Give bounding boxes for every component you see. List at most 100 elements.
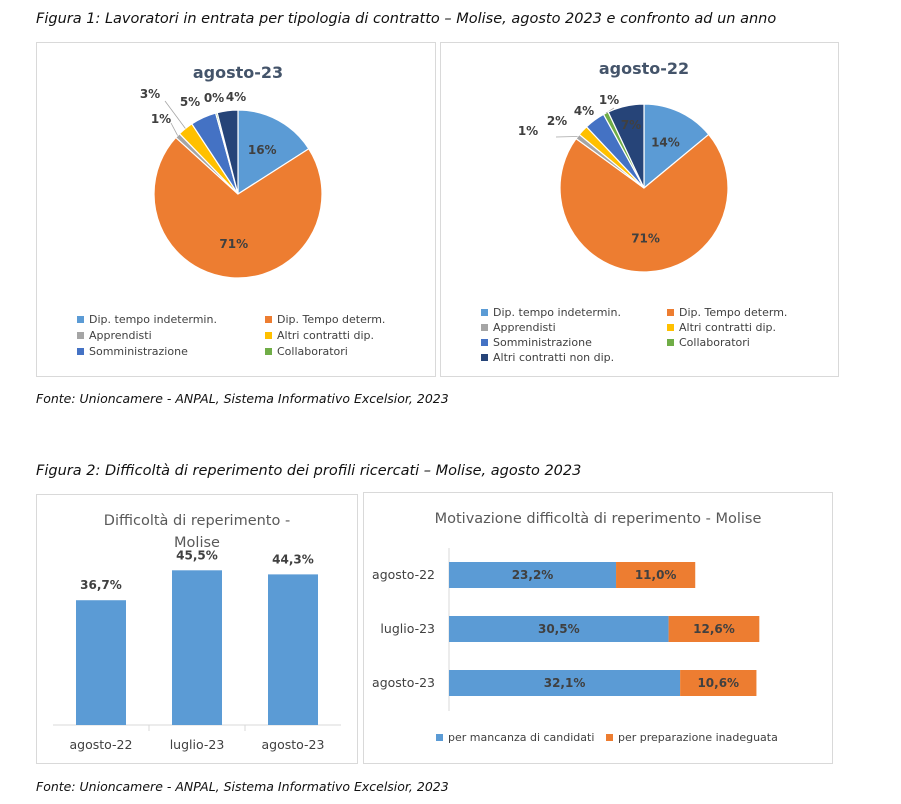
legend-item-altri-contratti-dip: Altri contratti dip. [667, 321, 776, 334]
bar-data-label: 10,6% [697, 676, 739, 690]
bar-data-label: 11,0% [635, 568, 677, 582]
legend-item-dip-tempo-indetermin: Dip. tempo indetermin. [481, 306, 621, 319]
bar-agosto-23 [268, 574, 318, 725]
pie-title: agosto-22 [599, 59, 689, 78]
legend-label: Collaboratori [277, 345, 348, 358]
bar-data-label: 23,2% [512, 568, 554, 582]
legend-item-dip-tempo-determ: Dip. Tempo determ. [265, 313, 385, 326]
legend-swatch [667, 309, 674, 316]
pie-chart-agosto-23: agosto-23 16% 71% 1% 3% 5% 0% 4% [140, 63, 323, 279]
pie-data-label-dip-tempo-indetermin: 14% [651, 135, 680, 149]
chart-title: Motivazione difficoltà di reperimento - … [435, 511, 762, 527]
pie-data-label-collaboratori: 1% [599, 93, 619, 107]
legend-swatch [77, 332, 84, 339]
legend-swatch [265, 348, 272, 355]
column-chart-difficolta: Difficoltà di reperimento -Molise 36,7% ag… [53, 513, 341, 752]
pie-slice-altri-contratti-non-dip [607, 103, 645, 189]
legend-label: Apprendisti [89, 329, 152, 342]
bar-segment-per-preparazione-inadeguata [616, 562, 696, 588]
bar-agosto-22 [76, 600, 126, 725]
legend-label: Altri contratti dip. [679, 321, 776, 334]
bar-data-label: 44,3% [272, 552, 314, 566]
pie-slice-dip-tempo-indetermin [237, 109, 310, 196]
legend-item-somministrazione: Somministrazione [481, 336, 592, 349]
pie-data-label-dip-tempo-determ: 71% [219, 237, 248, 251]
legend-item-altri-contratti-non-dip: Altri contratti non dip. [481, 351, 614, 364]
bar-segment-per-mancanza-di-candidati [449, 616, 669, 642]
pie-data-label-somministrazione: 5% [180, 95, 200, 109]
figure1-source: Fonte: Unioncamere - ANPAL, Sistema Info… [36, 391, 449, 406]
y-tick-label: luglio-23 [380, 621, 435, 636]
pie-data-label-apprendisti: 1% [518, 124, 538, 138]
y-tick-label: agosto-22 [372, 567, 435, 582]
bar-luglio-23 [172, 570, 222, 725]
pie-title: agosto-23 [193, 63, 283, 82]
legend-label: Collaboratori [679, 336, 750, 349]
legend-item-collaboratori: Collaboratori [265, 345, 348, 358]
legend-label: Altri contratti non dip. [493, 351, 615, 364]
legend-item-apprendisti: Apprendisti [77, 329, 152, 342]
pie-data-label-altri-contratti-dip: 2% [547, 114, 567, 128]
bar-segment-per-preparazione-inadeguata [668, 616, 760, 642]
legend-label: Somministrazione [493, 336, 592, 349]
legend-swatch [77, 316, 84, 323]
pie-chart-panel-agosto-23: agosto-23 16% 71% 1% 3% 5% 0% 4% Dip. tempo ind… [36, 42, 436, 377]
legend-swatch [481, 309, 488, 316]
legend-item-altri-contratti-dip: Altri contratti dip. [265, 329, 374, 342]
legend-item-somministrazione: Somministrazione [77, 345, 188, 358]
pie-data-label-collaboratori: 0% [204, 91, 224, 105]
pie-leader-line [170, 122, 178, 136]
legend-label: Apprendisti [493, 321, 556, 334]
x-tick-label: agosto-23 [262, 737, 325, 752]
legend-label: Somministrazione [89, 345, 188, 358]
legend-item-per-preparazione-inadeguata: per preparazione inadeguata [618, 731, 778, 744]
pie-data-label-dip-tempo-determ: 71% [631, 231, 660, 245]
legend-label: Dip. Tempo determ. [679, 306, 788, 319]
legend-swatch [481, 354, 488, 361]
figure1-caption: Figura 1: Lavoratori in entrata per tipo… [36, 11, 777, 27]
bar-segment-per-mancanza-di-candidati [449, 670, 681, 696]
pie-data-label-somministrazione: 4% [574, 104, 594, 118]
chart-title: Difficoltà di reperimento -Molise [104, 513, 290, 551]
pie-data-label-apprendisti: 1% [151, 112, 171, 126]
legend-label: Altri contratti dip. [277, 329, 374, 342]
pie-legend-agosto-23: Dip. tempo indetermin. Dip. Tempo determ.… [37, 43, 435, 376]
stacked-bar-chart-motivazione: Motivazione difficoltà di reperimento - … [372, 511, 778, 744]
legend-label: Dip. tempo indetermin. [89, 313, 217, 326]
pie-leader-line [164, 100, 186, 129]
legend-item-dip-tempo-determ: Dip. Tempo determ. [667, 306, 787, 319]
legend-label: Dip. Tempo determ. [277, 313, 386, 326]
legend-item-collaboratori: Collaboratori [667, 336, 750, 349]
bar-segment-per-preparazione-inadeguata [680, 670, 757, 696]
legend-swatch [77, 348, 84, 355]
bar-segment-per-mancanza-di-candidati [449, 562, 617, 588]
legend-item-dip-tempo-indetermin: Dip. tempo indetermin. [77, 313, 217, 326]
pie-data-label-altri-contratti-non-dip: 7% [621, 118, 641, 132]
figure2-caption: Figura 2: Difficoltà di reperimento dei … [36, 463, 582, 479]
legend-item-apprendisti: Apprendisti [481, 321, 556, 334]
y-tick-label: agosto-23 [372, 675, 435, 690]
bar-data-label: 32,1% [544, 676, 586, 690]
stacked-bar-chart-panel: Motivazione difficoltà di reperimento - … [363, 492, 833, 764]
figure2-source: Fonte: Unioncamere - ANPAL, Sistema Info… [36, 779, 449, 794]
pie-slice-altri-contratti-non-dip [216, 109, 239, 195]
legend-item-per-mancanza-di-candidati: per mancanza di candidati [448, 731, 594, 744]
bar-data-label: 45,5% [176, 548, 218, 562]
bar-data-label: 36,7% [80, 578, 122, 592]
bar-data-label: 30,5% [538, 622, 580, 636]
pie-data-label-dip-tempo-indetermin: 16% [248, 143, 277, 157]
legend-swatch [667, 339, 674, 346]
pie-legend-agosto-22: Dip. tempo indetermin. Dip. Tempo determ.… [441, 43, 838, 376]
x-tick-label: luglio-23 [170, 737, 225, 752]
legend-swatch [667, 324, 674, 331]
x-tick-label: agosto-22 [70, 737, 133, 752]
pie-chart-panel-agosto-22: agosto-22 14% 71% 1% 2% 4% 1% 7% Dip. tempo ind… [440, 42, 839, 377]
legend-swatch [606, 734, 613, 741]
pie-data-label-altri-contratti-non-dip: 4% [226, 90, 246, 104]
column-chart-panel: Difficoltà di reperimento -Molise 36,7% ag… [36, 494, 358, 764]
bar-data-label: 12,6% [693, 622, 735, 636]
legend-swatch [481, 339, 488, 346]
pie-slice-dip-tempo-determ [153, 136, 323, 279]
pie-data-label-altri-contratti-dip: 3% [140, 87, 160, 101]
